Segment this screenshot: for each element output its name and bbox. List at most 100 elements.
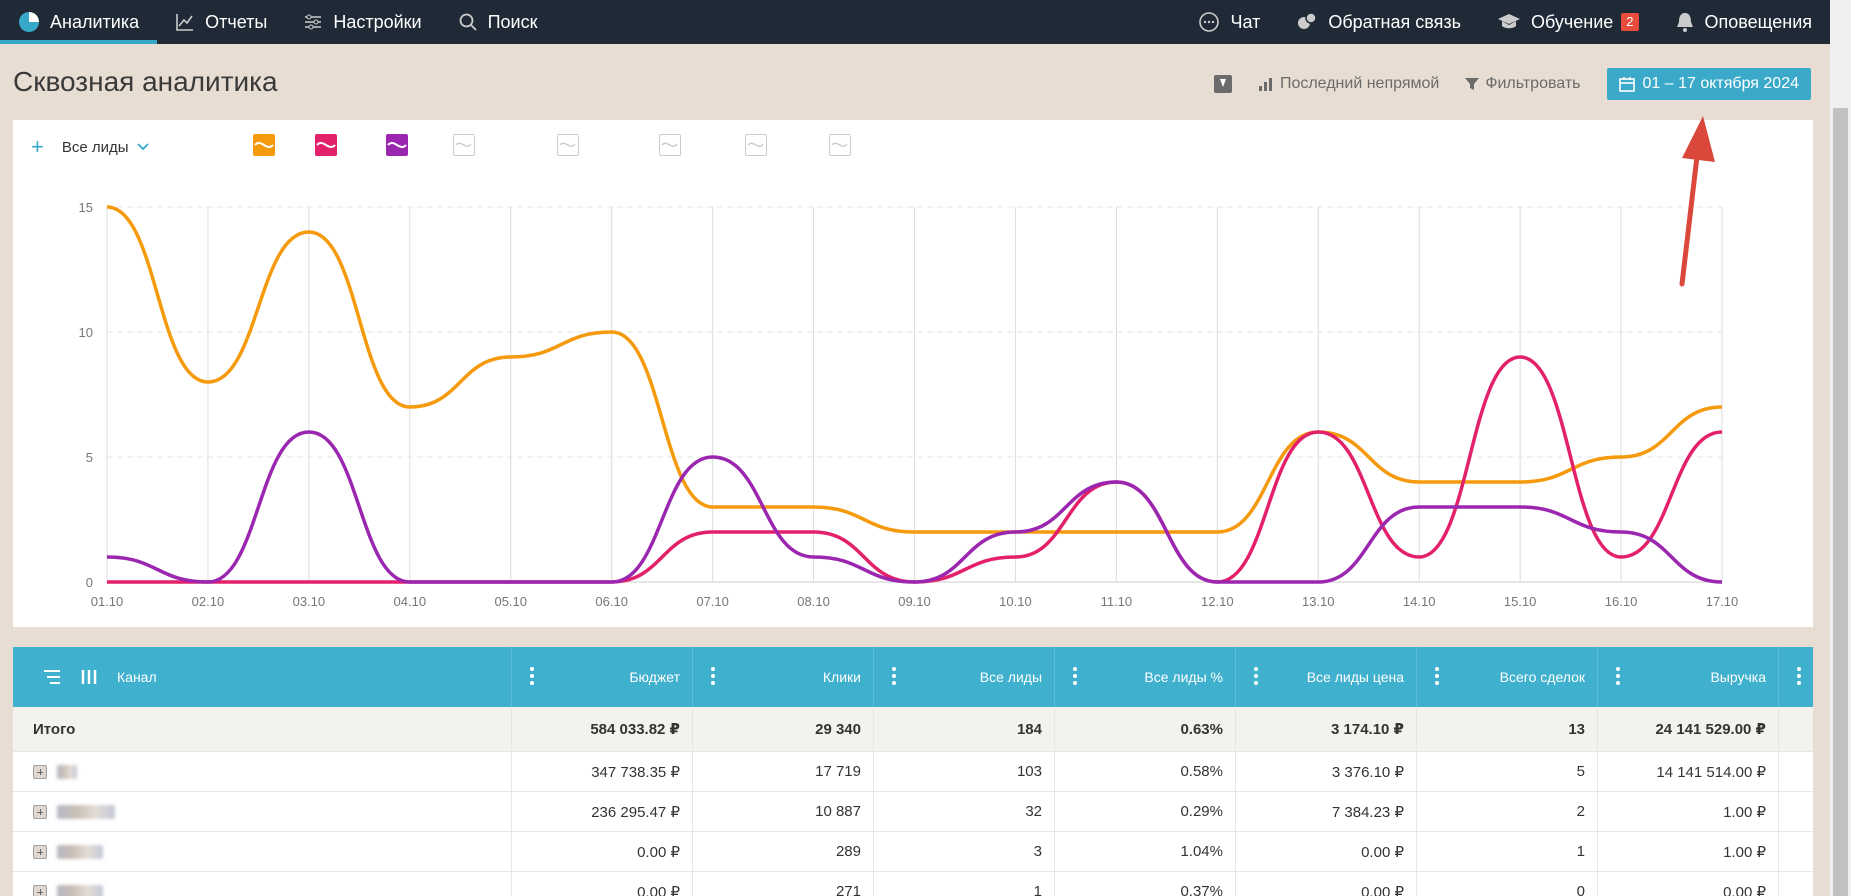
- page-scrollbar[interactable]: [1830, 0, 1851, 896]
- filter-button[interactable]: Фильтровать: [1465, 75, 1581, 93]
- column-header[interactable]: Клики: [693, 647, 874, 707]
- more-vertical-icon[interactable]: [1254, 667, 1258, 685]
- more-vertical-icon[interactable]: [1435, 667, 1439, 685]
- column-menu[interactable]: [1779, 647, 1809, 707]
- channel-cell[interactable]: [13, 792, 512, 831]
- table-cell: 3: [874, 832, 1055, 871]
- nav-search[interactable]: Поиск: [440, 0, 556, 44]
- series-toggle-active[interactable]: [386, 134, 408, 156]
- channel-header-label: Канал: [117, 669, 157, 685]
- table-row[interactable]: 0.00 ₽289 3 1.04% 0.00 ₽1 1.00 ₽: [13, 832, 1813, 872]
- add-series-button[interactable]: +: [31, 134, 44, 159]
- x-tick-label: 15.10: [1504, 594, 1537, 609]
- tree-menu-icon[interactable]: [43, 669, 61, 685]
- y-tick-label: 5: [86, 450, 93, 465]
- chat-icon: [1199, 12, 1220, 32]
- series-toggle-active[interactable]: [315, 134, 337, 156]
- bar-chart-icon: [1258, 78, 1272, 91]
- nav-label: Поиск: [487, 11, 538, 32]
- nav-notifications[interactable]: Оповещения: [1657, 0, 1831, 44]
- nav-label: Чат: [1230, 11, 1261, 32]
- column-header[interactable]: Выручка: [1598, 647, 1779, 707]
- x-tick-label: 01.10: [91, 594, 124, 609]
- filter-label: Фильтровать: [1485, 75, 1581, 92]
- expand-row-icon[interactable]: [33, 884, 47, 896]
- more-vertical-icon[interactable]: [711, 667, 715, 685]
- table-header: Канал Бюджет Клики Все лиды Все лиды % Все л…: [13, 647, 1813, 707]
- nav-label: Оповещения: [1704, 11, 1813, 32]
- channel-cell[interactable]: [13, 872, 512, 896]
- table-cell: 271: [693, 872, 874, 896]
- header-tools: Последний непрямой Фильтровать 01 – 17 о…: [1213, 68, 1811, 100]
- columns-icon[interactable]: [81, 669, 97, 685]
- expand-row-icon[interactable]: [33, 844, 47, 859]
- expand-row-icon[interactable]: [33, 764, 47, 779]
- table-cell: 3 376.10 ₽: [1236, 752, 1417, 791]
- total-row: Итого 584 033.82 ₽29 340 184 0.63% 3 174.10…: [13, 707, 1813, 752]
- series-toggle-empty[interactable]: [659, 134, 681, 156]
- date-range-button[interactable]: 01 – 17 октября 2024: [1606, 68, 1811, 100]
- x-tick-label: 11.10: [1101, 594, 1133, 609]
- nav-analytics[interactable]: Аналитика: [0, 0, 158, 44]
- total-cell: 24 141 529.00 ₽: [1598, 707, 1779, 751]
- table-cell: 0.00 ₽: [512, 872, 693, 896]
- x-tick-label: 08.10: [797, 594, 830, 609]
- total-cell: 584 033.82 ₽: [512, 707, 693, 751]
- redacted-channel-name: [57, 844, 103, 859]
- x-tick-label: 16.10: [1605, 594, 1638, 609]
- column-header[interactable]: Всего сделок: [1417, 647, 1598, 707]
- table-cell: 10 887: [693, 792, 874, 831]
- column-header[interactable]: Все лиды %: [1055, 647, 1236, 707]
- x-tick-label: 09.10: [898, 594, 931, 609]
- channel-cell[interactable]: [13, 832, 512, 871]
- metric-select[interactable]: Все лиды: [62, 139, 149, 156]
- nav-feedback[interactable]: Обратная связь: [1278, 0, 1479, 44]
- empty-cell: [1779, 832, 1809, 871]
- x-tick-label: 07.10: [696, 594, 729, 609]
- line-chart: 0 5 10 15 01.10 02.10 03.10 04.10 05.10 06.10 07.1…: [79, 200, 1739, 609]
- series-toggle-active[interactable]: [253, 134, 275, 156]
- nav-chat[interactable]: Чат: [1180, 0, 1278, 44]
- empty-cell: [1779, 872, 1809, 896]
- table-cell: 1: [874, 872, 1055, 896]
- table-row[interactable]: 236 295.47 ₽10 887 32 0.29% 7 384.23 ₽2 1.00…: [13, 792, 1813, 832]
- table-cell: 0.29%: [1055, 792, 1236, 831]
- total-cell: 29 340: [693, 707, 874, 751]
- more-vertical-icon[interactable]: [1616, 667, 1620, 685]
- download-icon[interactable]: [1213, 75, 1232, 93]
- more-vertical-icon[interactable]: [892, 667, 896, 685]
- total-cell: 184: [874, 707, 1055, 751]
- more-vertical-icon[interactable]: [1797, 667, 1801, 685]
- x-tick-label: 03.10: [293, 594, 326, 609]
- column-header[interactable]: Все лиды цена: [1236, 647, 1417, 707]
- attribution-model-button[interactable]: Последний непрямой: [1258, 75, 1439, 93]
- attribution-label: Последний непрямой: [1279, 75, 1440, 92]
- x-tick-label: 02.10: [192, 594, 225, 609]
- channel-column-header[interactable]: Канал: [13, 647, 512, 707]
- y-tick-label: 15: [79, 200, 93, 215]
- table-row[interactable]: 347 738.35 ₽17 719 103 0.58% 3 376.10 ₽5 14 …: [13, 752, 1813, 792]
- channel-cell[interactable]: [13, 752, 512, 791]
- nav-settings[interactable]: Настройки: [285, 0, 439, 44]
- page-title: Сквозная аналитика: [13, 66, 278, 97]
- nav-reports[interactable]: Отчеты: [157, 0, 285, 44]
- nav-learning[interactable]: Обучение 2: [1479, 0, 1657, 44]
- column-header-label: Все лиды цена: [1306, 669, 1404, 685]
- column-header[interactable]: Бюджет: [512, 647, 693, 707]
- scrollbar-thumb[interactable]: [1833, 108, 1848, 896]
- more-vertical-icon[interactable]: [530, 667, 534, 685]
- metric-select-label: Все лиды: [61, 138, 129, 156]
- column-header[interactable]: Все лиды: [874, 647, 1055, 707]
- series-toggle-empty[interactable]: [745, 134, 767, 156]
- table-cell: 0.00 ₽: [512, 832, 693, 871]
- series-toggle-empty[interactable]: [453, 134, 475, 156]
- series-toggle-empty[interactable]: [829, 134, 851, 156]
- table-row[interactable]: 0.00 ₽271 1 0.37% 0.00 ₽0 0.00 ₽: [13, 872, 1813, 896]
- x-tick-label: 05.10: [494, 594, 527, 609]
- expand-row-icon[interactable]: [33, 804, 47, 819]
- filter-icon: [1465, 78, 1480, 90]
- more-vertical-icon[interactable]: [1073, 667, 1077, 685]
- chart-line-icon: [176, 14, 194, 31]
- nav-label: Аналитика: [50, 11, 140, 32]
- series-toggle-empty[interactable]: [557, 134, 579, 156]
